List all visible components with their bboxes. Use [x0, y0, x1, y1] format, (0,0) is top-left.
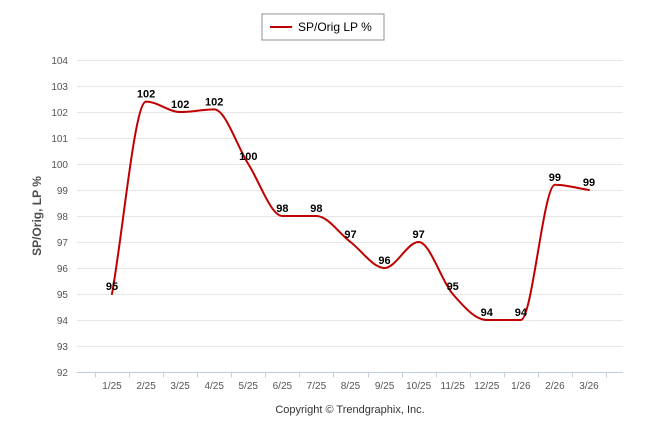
y-tick-label: 104 [51, 56, 68, 67]
y-tick-label: 103 [51, 82, 68, 93]
x-tick-label: 11/25 [441, 381, 466, 392]
y-axis-title: SP/Orig, LP % [30, 176, 44, 256]
y-tick-label: 96 [57, 264, 69, 275]
x-tick-label: 1/25 [102, 381, 122, 392]
x-tick-label: 4/25 [204, 381, 224, 392]
data-label: 94 [481, 307, 494, 319]
y-tick-label: 102 [51, 108, 68, 119]
series-line-sp-orig-lp [111, 100, 590, 322]
data-label: 102 [205, 96, 223, 108]
copyright-text: Copyright © Trendgraphix, Inc. [275, 404, 424, 416]
data-label: 98 [310, 203, 322, 215]
data-label: 102 [137, 89, 155, 101]
data-label: 97 [413, 229, 425, 241]
x-tick-label: 9/25 [375, 381, 395, 392]
legend-label: SP/Orig LP % [298, 20, 372, 34]
data-label: 96 [378, 255, 390, 267]
axes: 92 93 94 95 96 97 98 99 100 101 102 103 104 1/25 2/25 3… [51, 56, 623, 392]
x-tick-label: 3/26 [579, 381, 599, 392]
y-tick-label: 101 [51, 134, 68, 145]
series-lines [111, 100, 590, 322]
x-tick-label: 2/25 [136, 381, 156, 392]
x-tick-label: 2/26 [545, 381, 565, 392]
x-tick-label: 5/25 [239, 381, 259, 392]
y-tick-label: 94 [57, 316, 69, 327]
y-tick-label: 92 [57, 368, 69, 379]
y-tick-label: 100 [51, 160, 68, 171]
y-tick-label: 95 [57, 290, 69, 301]
data-label: 102 [171, 99, 189, 111]
x-tick-label: 10/25 [406, 381, 431, 392]
data-label: 94 [515, 307, 528, 319]
data-label: 98 [276, 203, 288, 215]
data-label: 95 [447, 281, 459, 293]
x-tick-label: 1/26 [511, 381, 531, 392]
data-label: 99 [549, 172, 561, 184]
x-tick-label: 6/25 [273, 381, 293, 392]
data-label: 100 [239, 151, 257, 163]
y-tick-label: 99 [57, 186, 69, 197]
x-tick-label: 8/25 [341, 381, 361, 392]
y-tick-label: 98 [57, 212, 69, 223]
x-tick-label: 3/25 [170, 381, 190, 392]
data-labels: 95 102 102 102 100 98 98 97 96 97 95 94 94 99 99 [106, 89, 595, 319]
grid [77, 60, 623, 347]
data-label: 99 [583, 177, 595, 189]
y-tick-label: 93 [57, 342, 69, 353]
y-tick-label: 97 [57, 238, 69, 249]
legend[interactable]: SP/Orig LP % [261, 13, 385, 41]
x-tick-label: 7/25 [307, 381, 327, 392]
data-label: 95 [106, 281, 118, 293]
x-tick-label: 12/25 [474, 381, 499, 392]
data-label: 97 [344, 229, 356, 241]
